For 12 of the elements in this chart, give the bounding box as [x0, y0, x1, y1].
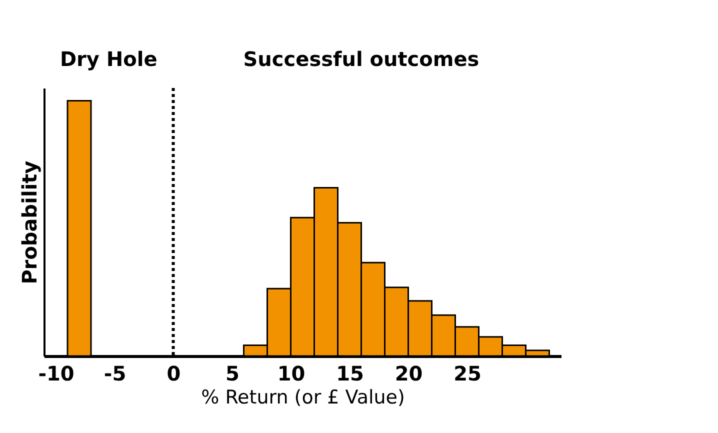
x-tick-label: 5: [226, 362, 240, 386]
x-tick-label: 20: [394, 362, 423, 386]
x-tick-label: 25: [454, 362, 482, 386]
x-tick-label: 10: [277, 362, 306, 386]
x-tick-label: 0: [166, 362, 181, 386]
x-tick-label: -10: [38, 362, 74, 386]
text: Successful outcomes: [243, 47, 480, 71]
x-tick-label: -5: [104, 362, 126, 386]
x-tick-label: 15: [336, 362, 364, 386]
x-axis-title: % Return (or £ Value): [201, 386, 405, 408]
y-axis-title: Probability: [18, 160, 42, 284]
text: Dry Hole: [60, 47, 158, 71]
